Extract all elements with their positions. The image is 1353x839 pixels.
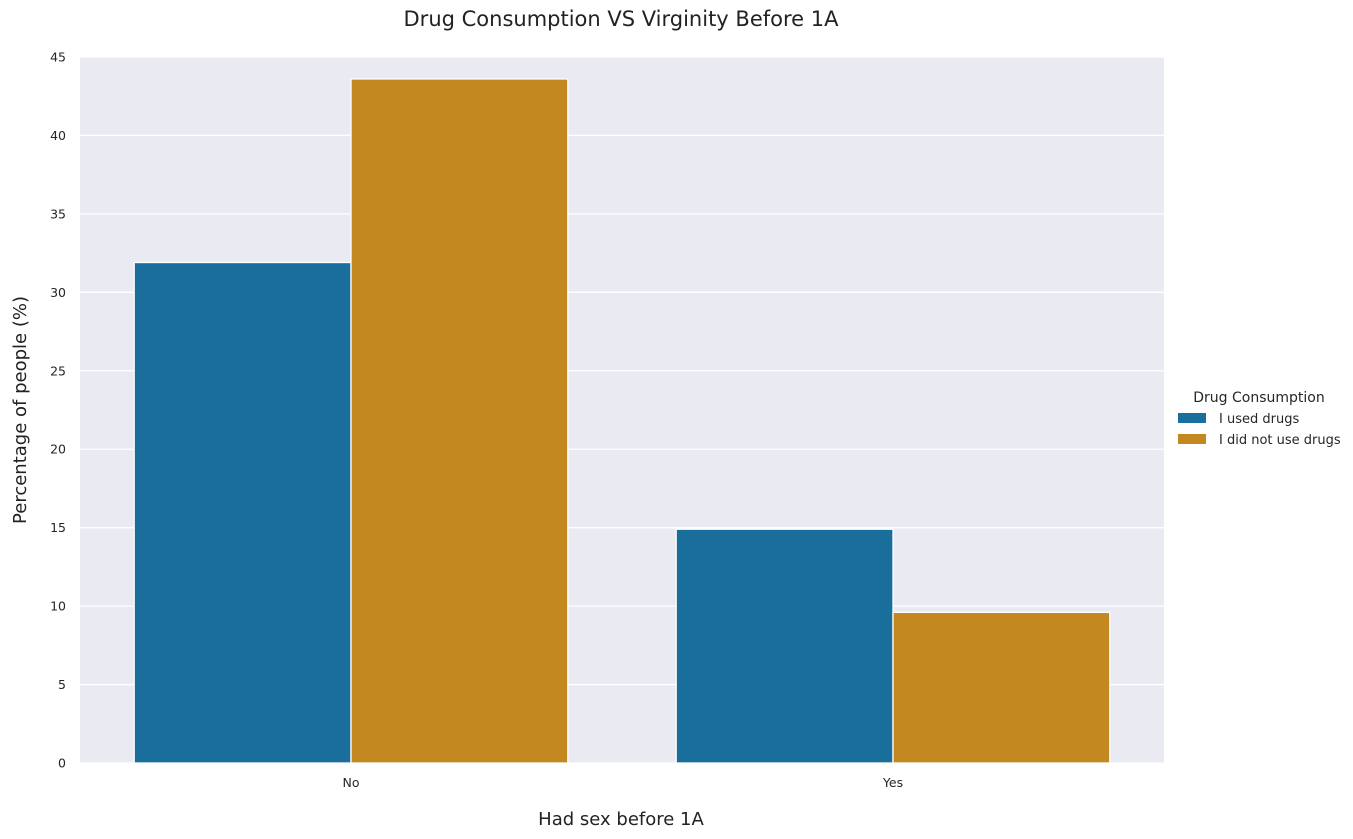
y-tick-label: 35 [50, 206, 66, 221]
legend: Drug Consumption I used drugs I did not u… [1178, 390, 1341, 448]
y-tick-label: 45 [50, 50, 66, 65]
y-tick-label: 10 [50, 599, 66, 614]
legend-title: Drug Consumption [1193, 390, 1324, 406]
y-tick-labels: 0 5 10 15 20 25 30 35 40 45 [50, 50, 66, 771]
legend-label: I used drugs [1219, 412, 1299, 427]
x-tick-labels: No Yes [343, 775, 904, 790]
x-axis-title: Had sex before 1A [538, 809, 704, 830]
legend-swatch [1178, 434, 1206, 444]
y-tick-label: 0 [58, 756, 66, 771]
chart-title: Drug Consumption VS Virginity Before 1A [404, 7, 840, 31]
legend-label: I did not use drugs [1219, 433, 1341, 448]
x-tick-label: No [343, 775, 360, 790]
y-tick-label: 20 [50, 442, 66, 457]
y-tick-label: 25 [50, 363, 66, 378]
y-axis-title: Percentage of people (%) [10, 296, 31, 524]
y-tick-label: 15 [50, 520, 66, 535]
y-tick-label: 30 [50, 285, 66, 300]
bar-i-used-drugs-no [133, 261, 352, 764]
y-tick-label: 40 [50, 128, 66, 143]
bars [133, 78, 1111, 764]
x-tick-label: Yes [882, 775, 903, 790]
bar-i-used-drugs-yes [675, 528, 894, 764]
bar-i-did-not-use-drugs-no [350, 78, 569, 764]
y-tick-label: 5 [58, 677, 66, 692]
bar-i-did-not-use-drugs-yes [892, 611, 1111, 764]
legend-swatch [1178, 413, 1206, 423]
